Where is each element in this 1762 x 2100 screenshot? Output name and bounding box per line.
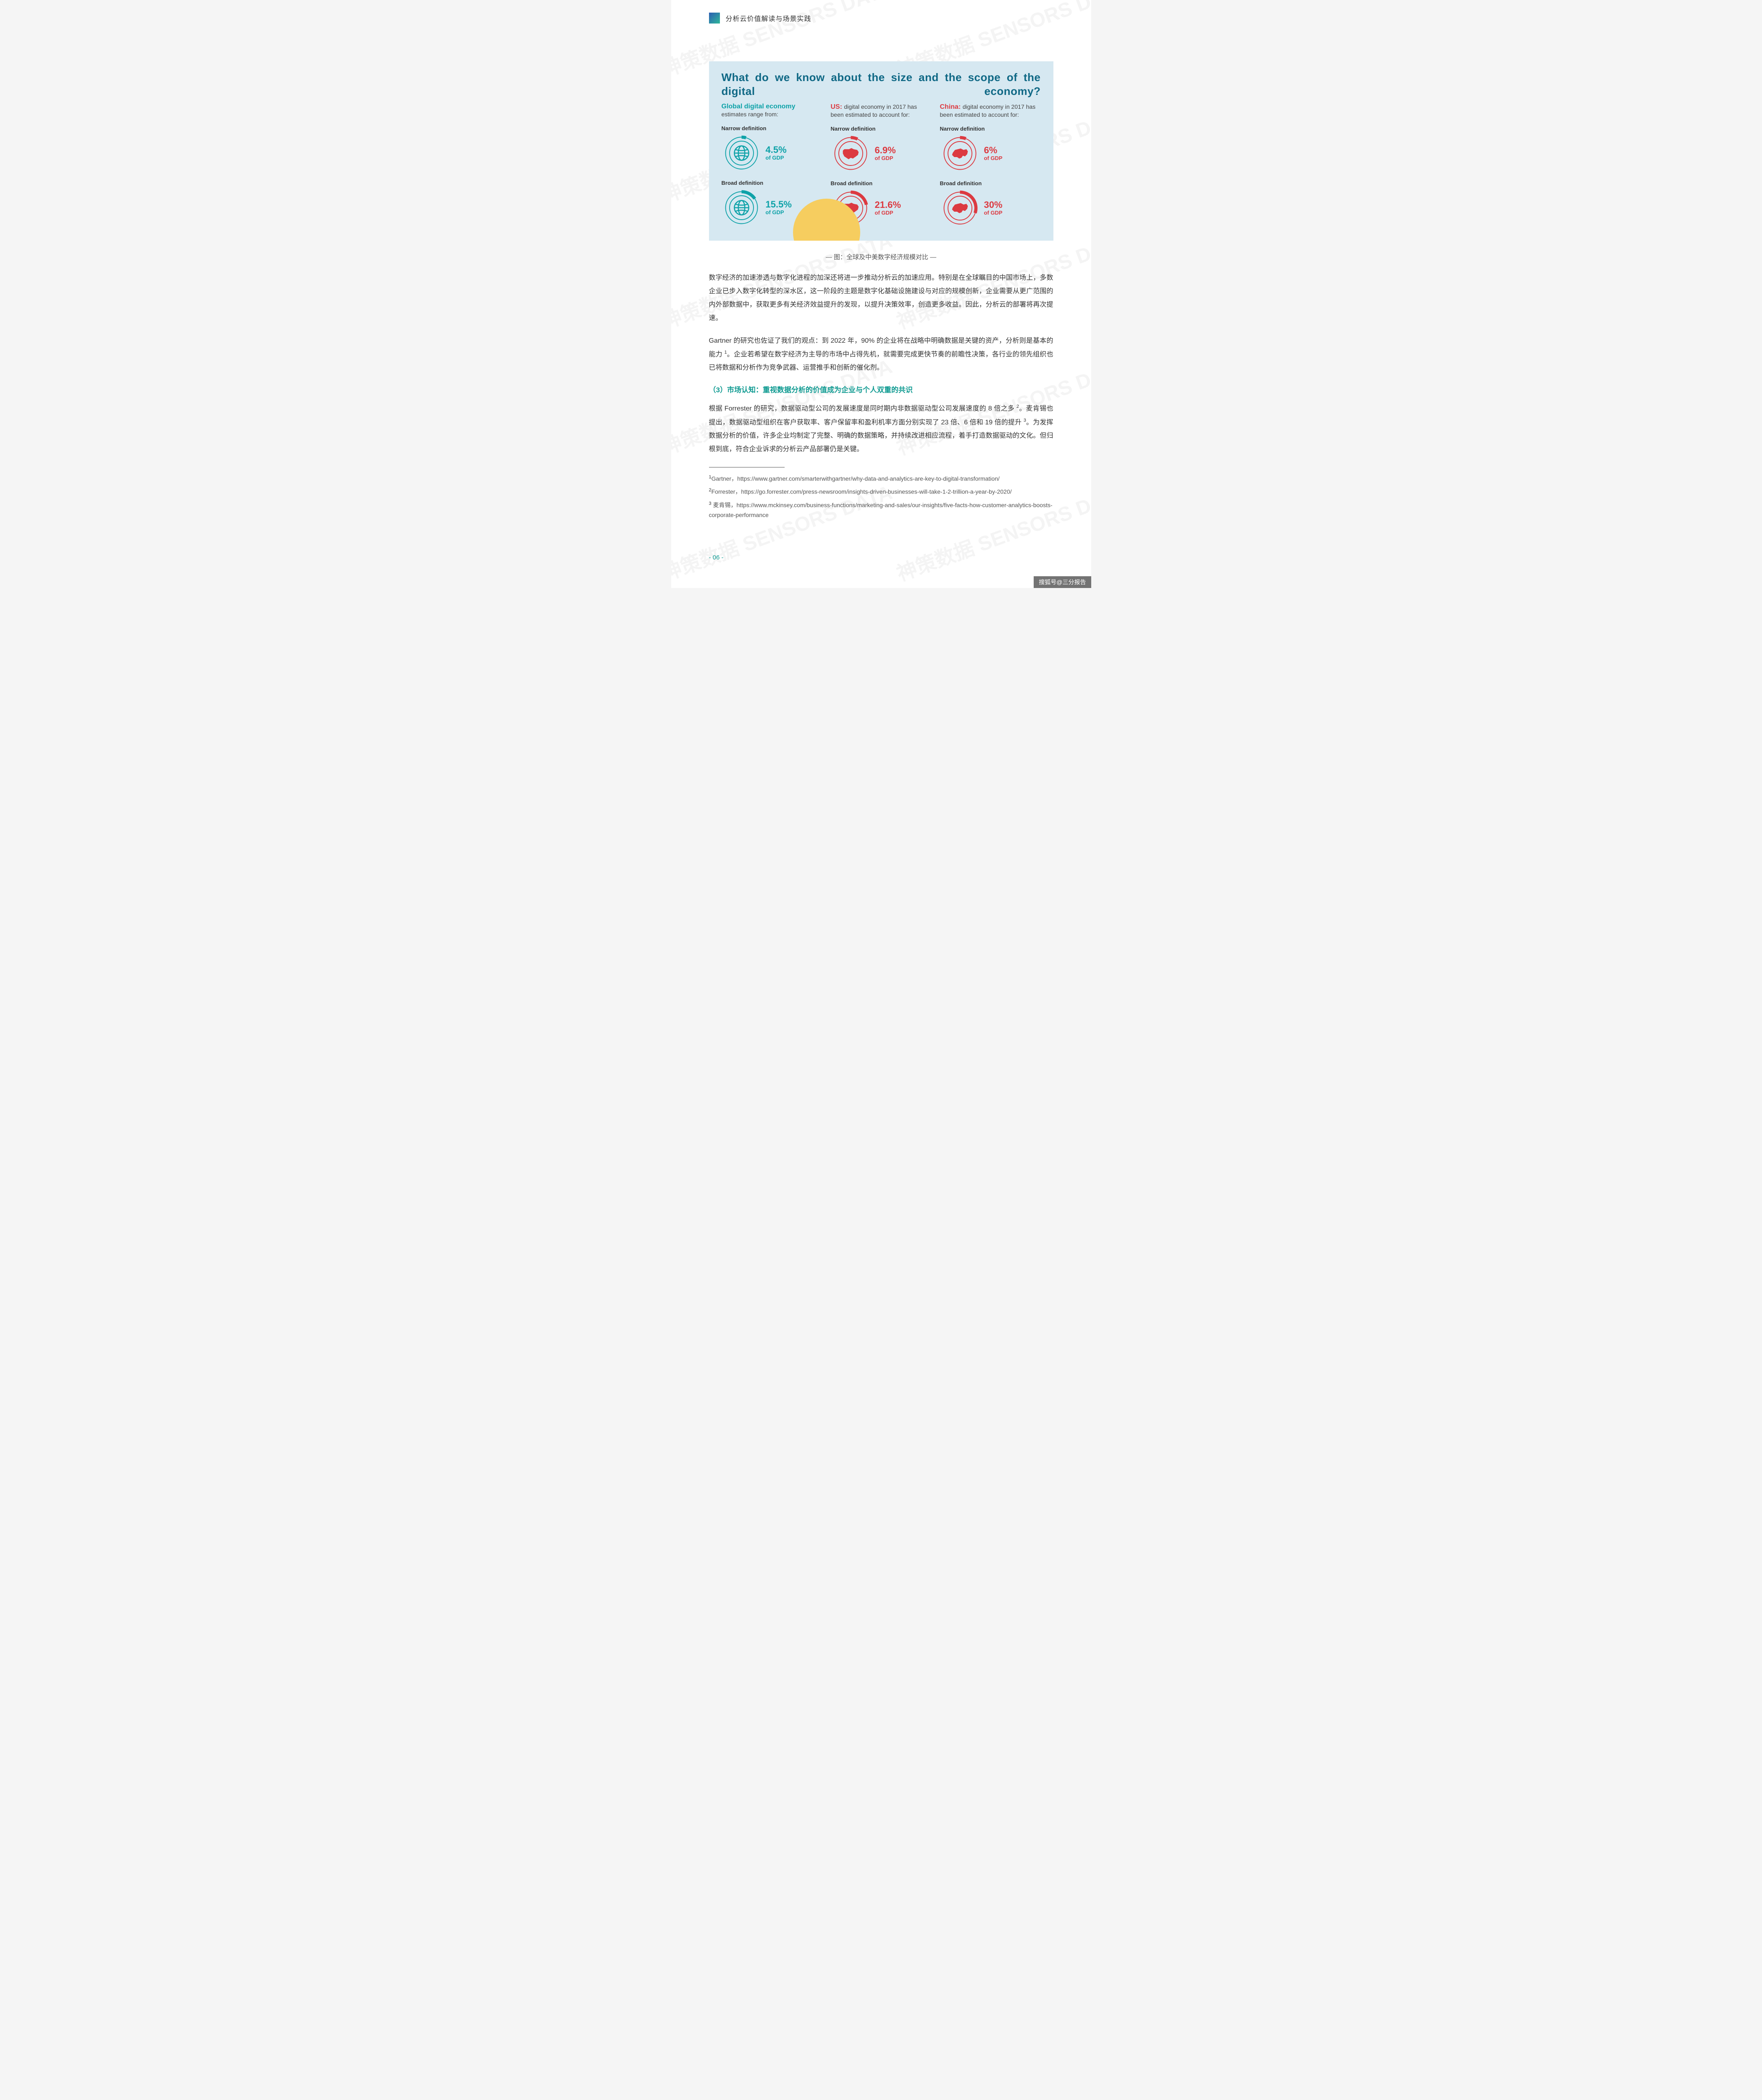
- percentage-value: 30%: [984, 200, 1003, 210]
- of-gdp-label: of GDP: [984, 155, 1003, 161]
- footnote: 2Forrester，https://go.forrester.com/pres…: [709, 486, 1053, 497]
- column-header-bold: US:: [831, 103, 843, 110]
- percentage-value: 15.5%: [766, 200, 792, 209]
- ring-value: 15.5% of GDP: [766, 200, 792, 215]
- page-number: - 06 -: [709, 554, 1053, 561]
- of-gdp-label: of GDP: [875, 210, 901, 216]
- percentage-value: 21.6%: [875, 200, 901, 210]
- narrow-ring-row: 4.5% of GDP: [722, 133, 822, 173]
- body-paragraph: 根据 Forrester 的研究，数据驱动型公司的发展速度是同时期内非数据驱动型…: [709, 402, 1053, 456]
- percentage-value: 6.9%: [875, 146, 896, 155]
- broad-definition-label: Broad definition: [831, 180, 932, 186]
- column-header-rest: digital economy in 2017 has been estimat…: [831, 103, 917, 118]
- body-paragraph: Gartner 的研究也佐证了我们的观点：到 2022 年，90% 的企业将在战…: [709, 334, 1053, 375]
- broad-ring-row: 30% of GDP: [940, 188, 1041, 228]
- ring-chart-icon: [722, 188, 762, 228]
- footnotes-block: 1Gartner，https://www.gartner.com/smarter…: [709, 473, 1053, 520]
- percentage-value: 6%: [984, 146, 1003, 155]
- page-header-title: 分析云价值解读与场景实践: [726, 13, 811, 23]
- page-header: 分析云价值解读与场景实践: [709, 13, 1053, 24]
- ring-value: 6.9% of GDP: [875, 146, 896, 161]
- percentage-value: 4.5%: [766, 145, 787, 155]
- infographic-columns: Global digital economy estimates range f…: [722, 103, 1041, 228]
- source-attribution: 搜狐号@三分报告: [1034, 576, 1091, 588]
- ring-chart-icon: [722, 133, 762, 173]
- column-header-bold: China:: [940, 103, 961, 110]
- column-header-bold: Global digital economy: [722, 103, 796, 110]
- narrow-definition-label: Narrow definition: [940, 126, 1041, 132]
- footnote: 3 麦肯锡，https://www.mckinsey.com/business-…: [709, 500, 1053, 520]
- footnote-text: 麦肯锡，https://www.mckinsey.com/business-fu…: [709, 502, 1053, 519]
- narrow-definition-label: Narrow definition: [831, 126, 932, 132]
- ring-chart-icon: [940, 134, 980, 173]
- section-heading: （3）市场认知：重视数据分析的价值成为企业与个人双重的共识: [709, 384, 1053, 394]
- infographic-title: What do we know about the size and the s…: [722, 71, 1041, 98]
- ring-chart-icon: [940, 188, 980, 228]
- ring-value: 4.5% of GDP: [766, 145, 787, 161]
- infographic-column-china: China: digital economy in 2017 has been …: [940, 103, 1041, 228]
- narrow-definition-label: Narrow definition: [722, 125, 822, 131]
- column-header-rest: estimates range from:: [722, 111, 778, 118]
- body-paragraph: 数字经济的加速渗透与数字化进程的加深还将进一步推动分析云的加速应用。特别是在全球…: [709, 271, 1053, 325]
- ring-chart-icon: [831, 134, 871, 173]
- of-gdp-label: of GDP: [875, 155, 896, 161]
- of-gdp-label: of GDP: [766, 155, 787, 161]
- narrow-ring-row: 6.9% of GDP: [831, 134, 932, 173]
- broad-definition-label: Broad definition: [722, 180, 822, 186]
- footnote-text: Gartner，https://www.gartner.com/smarterw…: [712, 475, 1000, 482]
- ring-value: 30% of GDP: [984, 200, 1003, 216]
- narrow-ring-row: 6% of GDP: [940, 134, 1041, 173]
- paragraph-text: 根据 Forrester 的研究，数据驱动型公司的发展速度是同时期内非数据驱动型…: [709, 405, 1016, 412]
- of-gdp-label: of GDP: [984, 210, 1003, 216]
- footnote: 1Gartner，https://www.gartner.com/smarter…: [709, 473, 1053, 484]
- figure-caption: — 图：全球及中美数字经济规模对比 —: [709, 252, 1053, 261]
- brand-square-icon: [709, 13, 720, 24]
- paragraph-text: 。企业若希望在数字经济为主导的市场中占得先机，就需要完成更快节奏的前瞻性决策，各…: [709, 351, 1053, 371]
- document-page: 神策数据 SENSORS DATA 神策数据 SENSORS DATA 神策数据…: [671, 0, 1091, 588]
- ring-value: 6% of GDP: [984, 146, 1003, 161]
- ring-value: 21.6% of GDP: [875, 200, 901, 216]
- column-header: Global digital economy estimates range f…: [722, 103, 822, 118]
- infographic-panel: What do we know about the size and the s…: [709, 61, 1053, 241]
- column-header: US: digital economy in 2017 has been est…: [831, 103, 932, 119]
- broad-definition-label: Broad definition: [940, 180, 1041, 186]
- of-gdp-label: of GDP: [766, 209, 792, 215]
- column-header: China: digital economy in 2017 has been …: [940, 103, 1041, 119]
- footnote-text: Forrester，https://go.forrester.com/press…: [712, 488, 1012, 495]
